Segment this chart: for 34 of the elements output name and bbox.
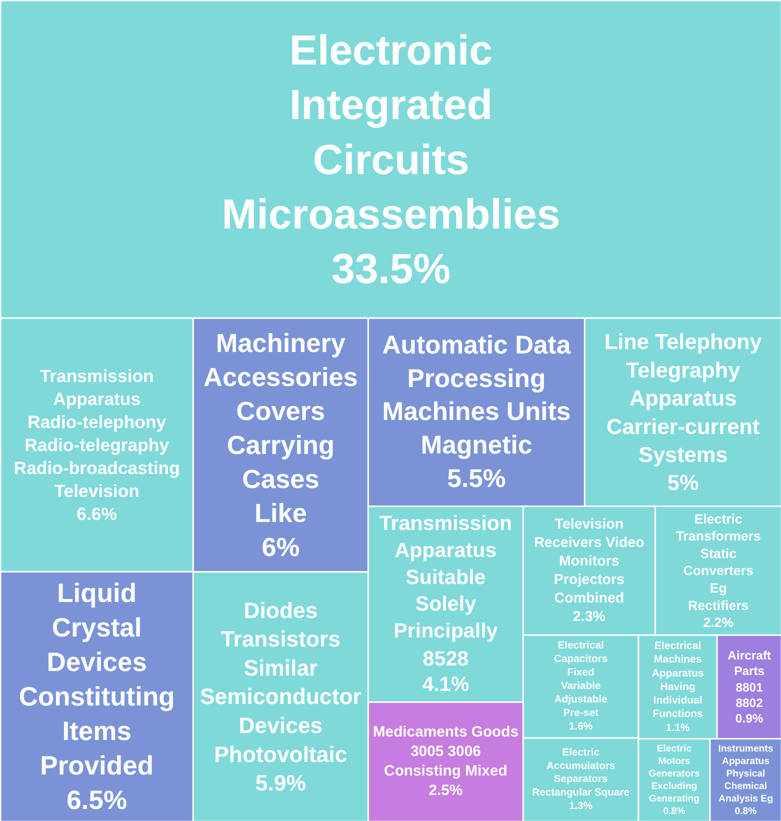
category-label: Television Receivers Video Monitors Projectors Combined [534, 516, 645, 606]
data-label: 0.8% [734, 806, 758, 817]
data-label: 2.3% [572, 609, 606, 626]
data-label: 6.5% [66, 785, 128, 816]
data-label: 1.1% [666, 722, 690, 734]
data-label: 6% [262, 532, 300, 562]
category-label: Electronic Integrated Circuits Microassemblies [222, 26, 560, 238]
category-label: Instruments Apparatus Physical Chemical Analysis Eg [718, 743, 774, 804]
category-label: Aircraft Parts 8801 8802 [728, 648, 771, 710]
data-label: 1.3% [569, 800, 593, 812]
category-label: Liquid Crystal Devices Constituting Items Provided [18, 578, 175, 781]
category-label: Electric Motors Generators Excluding Generating [648, 743, 700, 804]
category-label: Diodes Transistors Similar Semiconductor Devices Photovoltaic [200, 598, 362, 767]
category-label: Electric Accumulators Separators Rectangular Square [532, 748, 630, 799]
category-label: Line Telephony Telegraphy Apparatus Carrier-current Systems [604, 329, 762, 467]
data-label: 6.6% [76, 504, 118, 524]
category-label: Medicaments Goods 3005 3006 Consisting Mixed [372, 724, 519, 780]
data-label: 4.1% [422, 673, 470, 696]
category-label: Electrical Capacitors Fixed Variable Adjustable Pre-set [554, 640, 608, 720]
data-label: 2.2% [703, 615, 734, 630]
data-label: 33.5% [331, 244, 451, 292]
data-label: 1.6% [568, 722, 593, 733]
data-label: 0.8% [663, 806, 686, 817]
category-label: Transmission Apparatus Suitable Solely Principally 8528 [379, 512, 512, 670]
data-label: 5% [667, 470, 699, 496]
data-label: 5.5% [447, 464, 506, 493]
data-label: 0.9% [735, 712, 764, 726]
data-label: 2.5% [428, 782, 463, 799]
category-label: Automatic Data Processing Machines Units Magnetic [382, 331, 572, 460]
category-label: Machinery Accessories Covers Carrying Cases Like [204, 328, 358, 528]
category-label: Electric Transformers Static Converters Eg Rectifiers [676, 511, 761, 613]
category-label: Electrical Machines Apparatus Having Individual Functions [652, 640, 704, 720]
category-label: Transmission Apparatus Radio-telephony Radio-telegraphy Radio-broadcasting Television [14, 366, 180, 501]
data-label: 5.9% [255, 770, 306, 796]
